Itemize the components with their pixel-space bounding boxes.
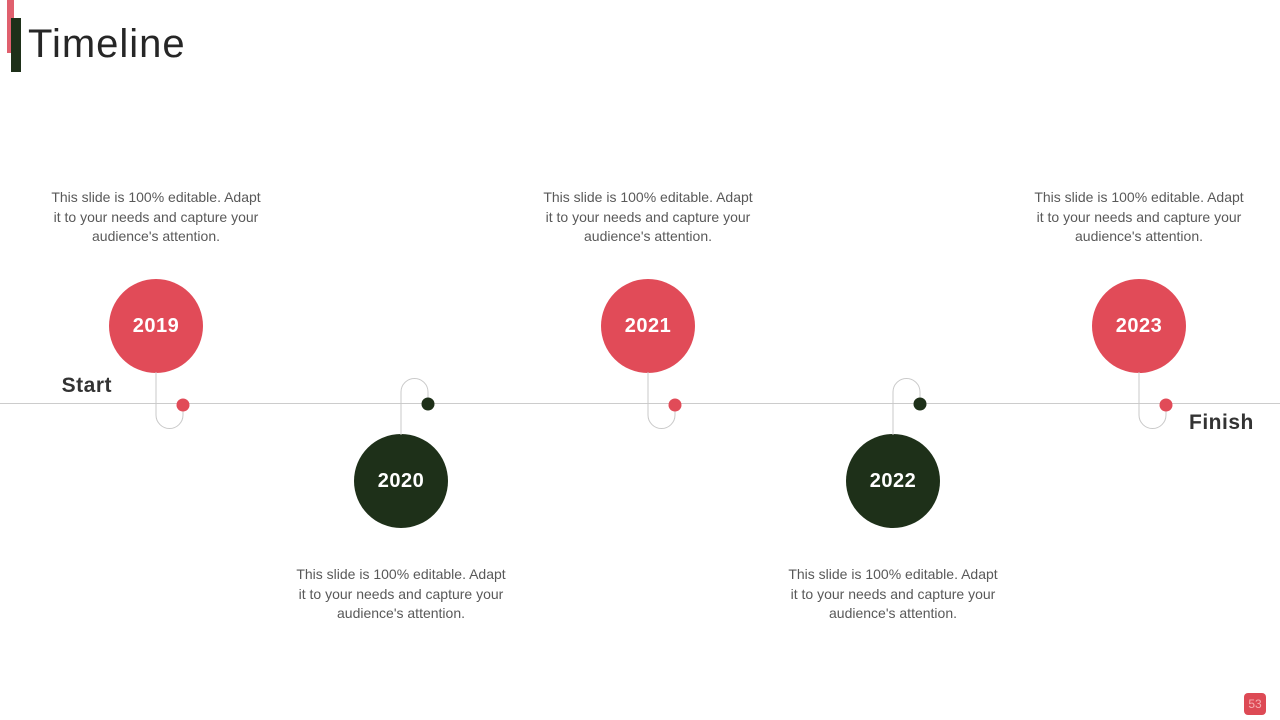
- connector-curve: [892, 378, 921, 435]
- timeline-start-label: Start: [61, 374, 112, 397]
- milestone-year-circle: 2020: [354, 434, 448, 528]
- timeline-finish-label: Finish: [1189, 411, 1254, 434]
- timeline-node-dot: [1159, 398, 1173, 412]
- milestone-description: This slide is 100% editable. Adapt it to…: [1034, 189, 1244, 244]
- timeline-node-dot: [421, 397, 435, 411]
- title-accent-green-bar: [11, 18, 21, 72]
- milestone-year-label: 2021: [624, 314, 672, 337]
- milestone-2022: This slide is 100% editable. Adapt it to…: [763, 0, 1023, 720]
- milestone-connector: [647, 372, 682, 429]
- milestone-connector: [892, 378, 927, 435]
- connector-curve: [1138, 372, 1167, 429]
- milestone-year-circle: 2021: [601, 279, 695, 373]
- timeline-node-dot: [668, 398, 682, 412]
- milestone-year-circle: 2019: [109, 279, 203, 373]
- milestone-year-label: 2020: [377, 469, 425, 492]
- slide-title: Timeline: [28, 22, 186, 66]
- connector-curve: [647, 372, 676, 429]
- milestone-year-circle: 2023: [1092, 279, 1186, 373]
- milestone-description: This slide is 100% editable. Adapt it to…: [788, 566, 998, 621]
- milestone-connector: [1138, 372, 1173, 429]
- milestone-2019: This slide is 100% editable. Adapt it to…: [26, 0, 286, 720]
- milestone-description: This slide is 100% editable. Adapt it to…: [543, 189, 753, 244]
- slide-number-badge: 53: [1244, 693, 1266, 715]
- milestone-2021: This slide is 100% editable. Adapt it to…: [518, 0, 778, 720]
- milestone-year-circle: 2022: [846, 434, 940, 528]
- timeline-node-dot: [913, 397, 927, 411]
- title-accent-red-bar: [7, 0, 14, 53]
- timeline-node-dot: [176, 398, 190, 412]
- milestone-2023: This slide is 100% editable. Adapt it to…: [1009, 0, 1269, 720]
- milestone-connector: [400, 378, 435, 435]
- milestone-description: This slide is 100% editable. Adapt it to…: [296, 566, 506, 621]
- connector-curve: [400, 378, 429, 435]
- milestone-connector: [155, 372, 190, 429]
- milestone-2020: This slide is 100% editable. Adapt it to…: [271, 0, 531, 720]
- milestone-year-label: 2023: [1115, 314, 1163, 337]
- milestone-description: This slide is 100% editable. Adapt it to…: [51, 189, 261, 244]
- milestone-year-label: 2022: [869, 469, 917, 492]
- milestone-year-label: 2019: [132, 314, 180, 337]
- timeline-axis-line: [0, 403, 1280, 404]
- connector-curve: [155, 372, 184, 429]
